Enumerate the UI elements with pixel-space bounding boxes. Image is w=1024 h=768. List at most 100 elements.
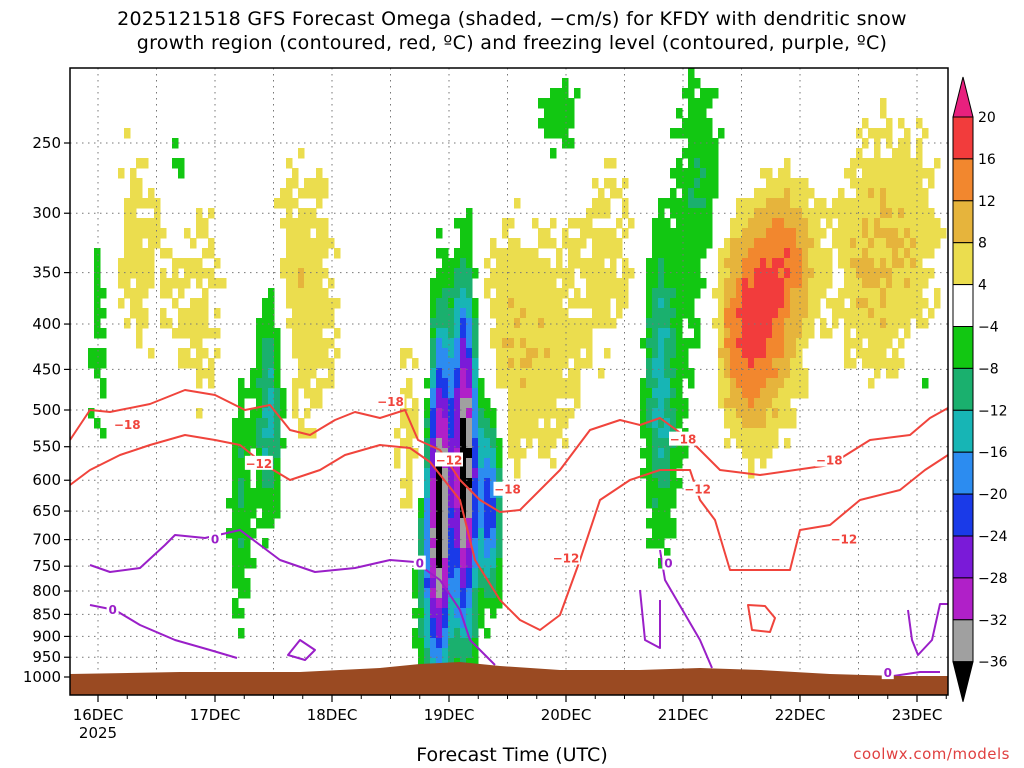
contour-labels: −18 −12 −18 −12 −18 −12 −18 −12 −18 −12 0 0 0 0 0	[106, 394, 894, 680]
y-tick-label: 1000	[23, 668, 61, 686]
y-tick-label: 950	[32, 648, 61, 666]
colorbar-label: 8	[978, 236, 987, 252]
y-tick-label: 900	[32, 627, 61, 645]
contour-label-bg	[881, 665, 894, 680]
x-tick-label: 18DEC	[307, 706, 358, 724]
contour-label-bg	[662, 555, 675, 570]
dgz-contour	[747, 604, 776, 633]
colorbar-label: −20	[978, 487, 1008, 503]
y-tick-label: 300	[32, 204, 61, 222]
colorbar-swatch	[952, 284, 974, 328]
freezing-level-contour	[639, 589, 661, 649]
y-tick-label: 800	[32, 582, 61, 600]
contour-label: 0	[664, 557, 672, 571]
colorbar-label: −36	[978, 655, 1008, 671]
colorbar-label: −8	[978, 361, 999, 377]
colorbar-swatch	[952, 116, 974, 160]
x-start-year-label: 2025	[79, 724, 117, 742]
colorbar-swatch	[952, 158, 974, 202]
contour-label-bg	[493, 481, 522, 496]
contour-label: −18	[494, 483, 521, 497]
contour-label: −12	[830, 533, 857, 547]
colorbar-label: −24	[978, 529, 1008, 545]
y-tick-label: 400	[32, 315, 61, 333]
x-tick-label: 20DEC	[541, 706, 592, 724]
colorbar-label: −28	[978, 571, 1008, 587]
colorbar-label: 12	[978, 194, 996, 210]
colorbar-swatch	[952, 451, 974, 495]
colorbar-cap-bottom	[952, 661, 974, 702]
contour-label: −12	[436, 453, 463, 467]
colorbar-label: 4	[978, 278, 987, 294]
colorbar-swatch	[952, 242, 974, 286]
chart-title-line-2: growth region (contoured, red, ºC) and f…	[136, 32, 888, 54]
colorbar-swatch	[952, 367, 974, 411]
contour-label-bg	[435, 452, 463, 467]
colorbar-swatch	[952, 326, 974, 369]
contour-label-bg	[815, 452, 844, 467]
contour-label: −12	[684, 483, 711, 497]
contour-label-bg	[113, 417, 142, 432]
contour-label: 0	[108, 603, 116, 617]
x-axis: 16DEC 17DEC 18DEC 19DEC 20DEC 21DEC 22DEC 23DEC…	[73, 695, 947, 742]
y-tick-label: 750	[32, 557, 61, 575]
x-tick-label: 22DEC	[775, 706, 826, 724]
x-axis-title: Forecast Time (UTC)	[416, 744, 608, 766]
y-tick-label: 600	[32, 471, 61, 489]
omega-shading	[88, 68, 947, 679]
contour-label-bg	[552, 550, 580, 565]
contour-label-bg	[244, 455, 273, 470]
contour-label-bg	[376, 394, 405, 409]
dgz-contour	[70, 389, 948, 513]
contour-label: −18	[670, 433, 697, 447]
colorbar-label: −32	[978, 613, 1008, 629]
contour-label-bg	[683, 481, 712, 496]
freezing-level-contour	[89, 529, 496, 666]
contour-label: −18	[816, 453, 843, 467]
colorbar-swatch	[952, 577, 974, 621]
colorbar-swatch	[952, 200, 974, 244]
x-tick-label: 16DEC	[73, 706, 124, 724]
colorbar-label: 16	[978, 152, 996, 168]
credit-link[interactable]: coolwx.com/models	[853, 745, 1010, 763]
colorbar-label: −4	[978, 320, 999, 336]
y-tick-label: 650	[32, 502, 61, 520]
contour-label-bg	[669, 431, 697, 446]
freezing-level-contour	[287, 639, 316, 661]
y-tick-label: 550	[32, 438, 61, 456]
y-tick-label: 350	[32, 264, 61, 282]
contour-label-bg	[413, 555, 426, 570]
x-tick-label: 19DEC	[424, 706, 475, 724]
chart-title-line-1: 2025121518 GFS Forecast Omega (shaded, −…	[117, 8, 907, 30]
y-tick-label: 850	[32, 605, 61, 623]
y-tick-label: 450	[32, 360, 61, 378]
x-tick-label: 17DEC	[190, 706, 241, 724]
colorbar-swatch	[952, 409, 974, 453]
contour-label: −18	[114, 418, 141, 432]
freezing-level-contour	[907, 603, 948, 656]
y-tick-label: 500	[32, 401, 61, 419]
y-tick-label: 700	[32, 531, 61, 549]
colorbar-label: 20	[978, 110, 996, 126]
x-tick-label: 21DEC	[658, 706, 709, 724]
contour-label-bg	[209, 531, 221, 546]
contour-label: −12	[553, 551, 580, 565]
y-tick-label: 250	[32, 134, 61, 152]
contour-label: −18	[377, 395, 404, 409]
colorbar: 20 16 12 8 4 −4 −8 −12 −16 −20 −24 −28 −32 −36	[952, 76, 1008, 702]
contour-label-bg	[106, 601, 119, 616]
y-axis: 250 300 350 400 450 500 550 600 650 700 750 800 850 9…	[23, 134, 70, 686]
grid-lines	[70, 68, 948, 695]
contour-label: −12	[245, 457, 272, 471]
contour-label: 0	[416, 557, 424, 571]
contour-label: 0	[211, 533, 219, 547]
terrain-surface	[70, 662, 948, 695]
colorbar-swatch	[952, 535, 974, 579]
x-tick-label: 23DEC	[892, 706, 943, 724]
contour-label-bg	[829, 531, 858, 546]
colorbar-label: −12	[978, 403, 1008, 419]
plot-frame	[69, 67, 949, 696]
dgz-contour	[70, 434, 948, 631]
colorbar-cap-top	[952, 76, 974, 118]
